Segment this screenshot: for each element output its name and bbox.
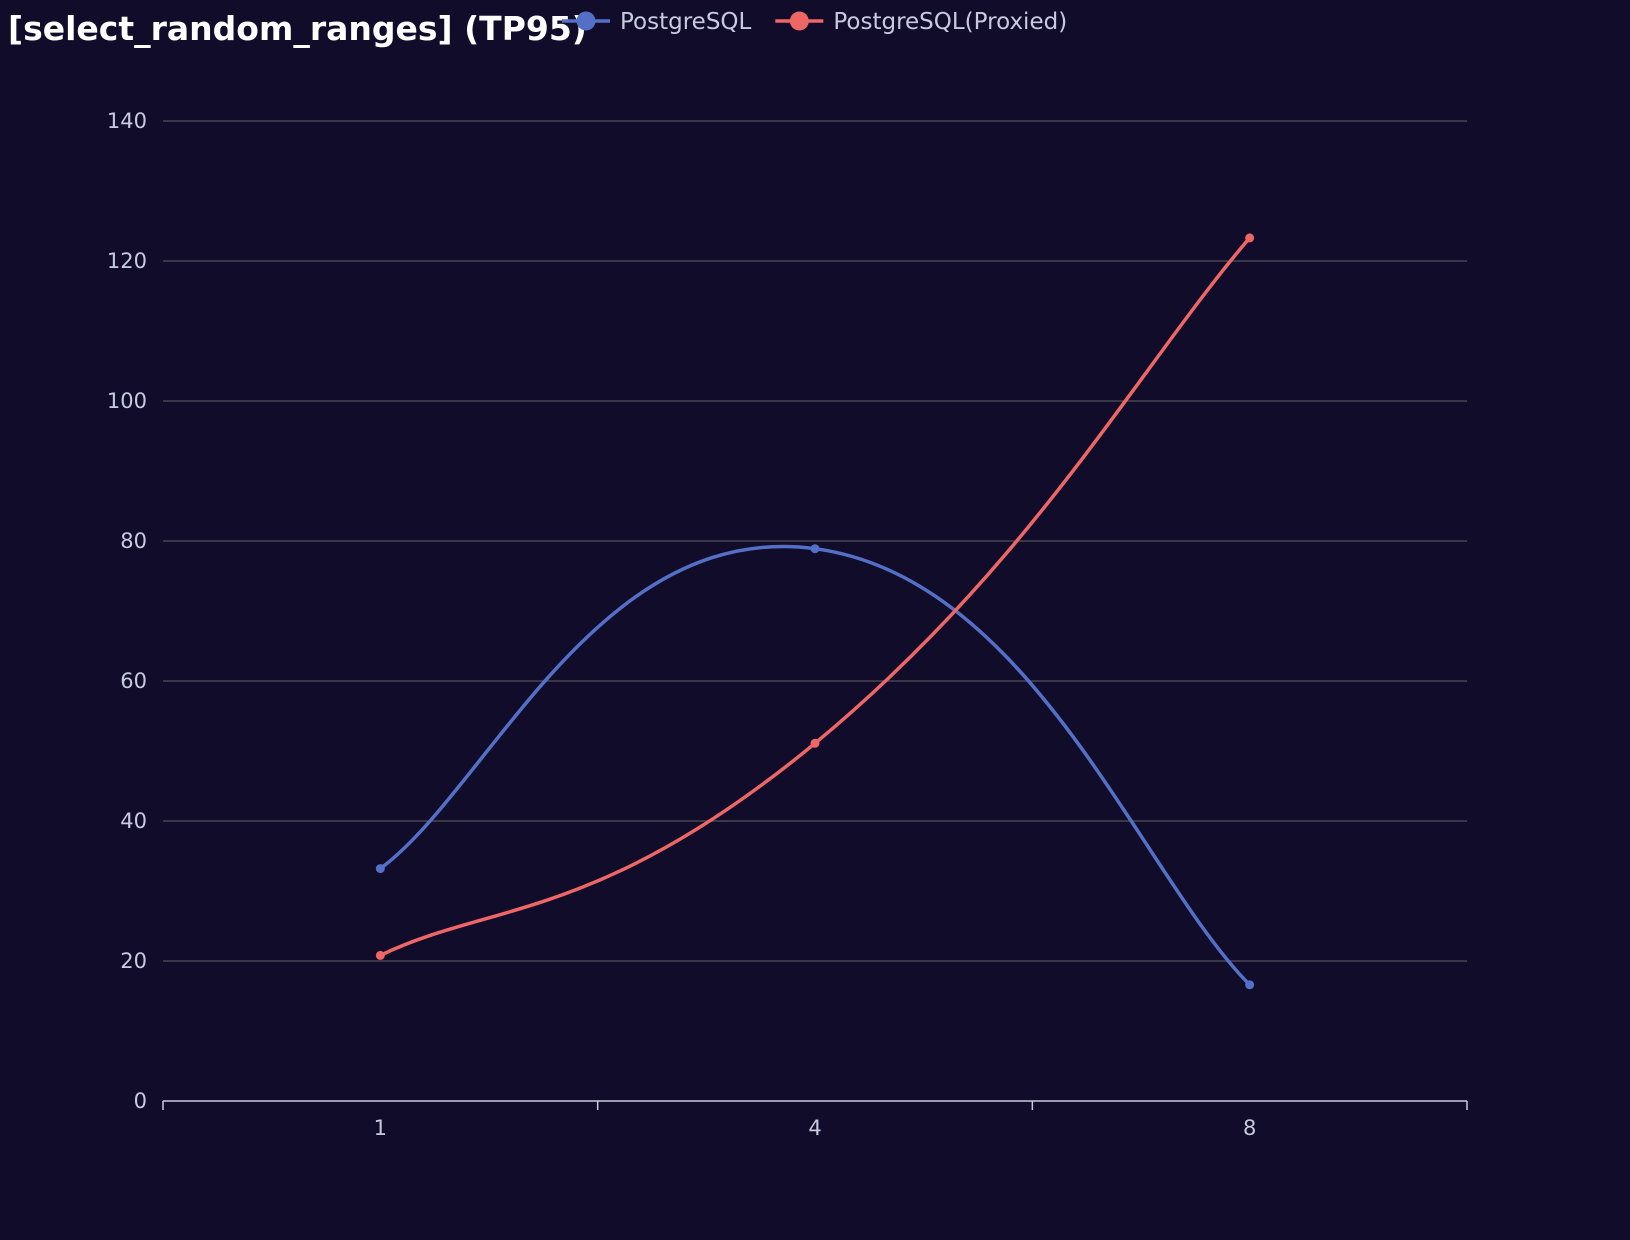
chart-title: [select_random_ranges] (TP95): [8, 9, 587, 48]
y-tick-label: 40: [120, 809, 147, 833]
y-axis: 0 20 40 60 80 100 120 140: [107, 109, 147, 1113]
y-tick-label: 100: [107, 389, 147, 413]
x-tick-label: 4: [808, 1116, 821, 1140]
x-tick-label: 8: [1243, 1116, 1256, 1140]
data-point[interactable]: [810, 544, 820, 554]
y-tick-label: 80: [120, 529, 147, 553]
legend-label: PostgreSQL: [620, 9, 752, 35]
legend-marker: [576, 11, 596, 31]
y-tick-label: 0: [134, 1089, 147, 1113]
y-tick-label: 120: [107, 249, 147, 273]
legend-marker: [789, 11, 809, 31]
series-line-0: [378, 544, 1252, 987]
legend: PostgreSQL PostgreSQL(Proxied): [562, 9, 1067, 35]
y-tick-label: 140: [107, 109, 147, 133]
data-point[interactable]: [1245, 980, 1255, 990]
data-point[interactable]: [810, 738, 820, 748]
data-point[interactable]: [375, 950, 385, 960]
legend-item[interactable]: PostgreSQL: [562, 9, 752, 35]
series-line-1: [378, 236, 1252, 958]
series-layer: [375, 233, 1255, 990]
data-point[interactable]: [375, 864, 385, 874]
grid-lines: [163, 120, 1467, 962]
x-tick-label: 1: [374, 1116, 387, 1140]
y-tick-label: 60: [120, 669, 147, 693]
data-point[interactable]: [1245, 233, 1255, 243]
legend-item[interactable]: PostgreSQL(Proxied): [775, 9, 1067, 35]
legend-label: PostgreSQL(Proxied): [833, 9, 1067, 35]
x-axis: 1 4 8: [162, 1100, 1468, 1140]
y-tick-label: 20: [120, 949, 147, 973]
